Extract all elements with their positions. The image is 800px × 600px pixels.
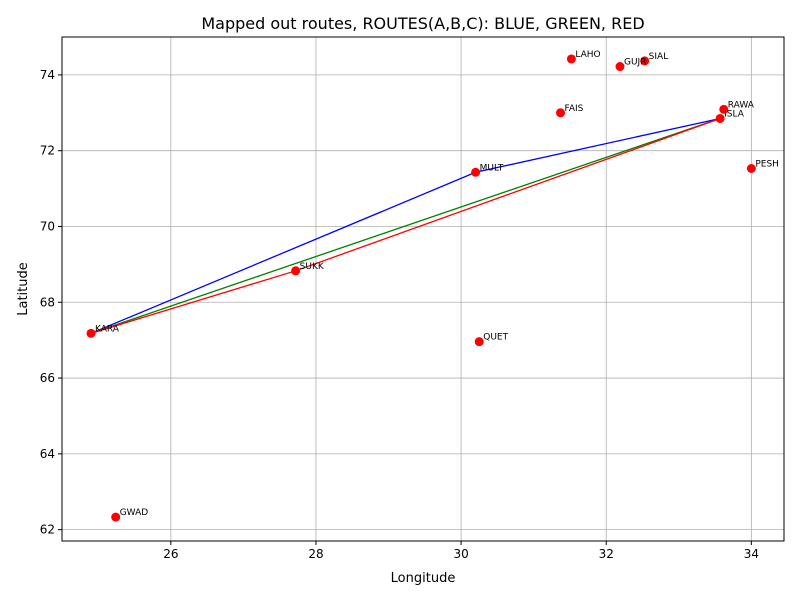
city-point [474, 337, 484, 347]
city-label: ISLA [724, 109, 745, 119]
ticks: 26 28 30 32 34 62 64 66 68 70 72 74 [40, 68, 759, 561]
city-point [86, 328, 96, 338]
y-tick-label: 64 [40, 447, 55, 461]
city-label: KARA [95, 324, 120, 334]
city-label: QUET [483, 333, 508, 343]
city-point [471, 167, 481, 177]
city-point [746, 163, 756, 173]
city-label: SUKK [300, 262, 325, 272]
data-points [86, 54, 756, 522]
y-tick-label: 62 [40, 523, 55, 537]
city-point [640, 56, 650, 66]
y-tick-label: 70 [40, 219, 55, 233]
x-tick-label: 26 [163, 547, 178, 561]
city-label: SIAL [649, 52, 669, 62]
city-label: GWAD [120, 508, 149, 518]
y-tick-label: 74 [40, 68, 55, 82]
y-tick-label: 68 [40, 295, 55, 309]
x-axis-label: Longitude [391, 571, 456, 586]
route-line [90, 117, 721, 334]
y-tick-label: 66 [40, 371, 55, 385]
y-axis-label: Latitude [16, 262, 31, 316]
x-tick-label: 34 [744, 547, 759, 561]
city-label: LAHO [575, 50, 600, 60]
city-label: PESH [755, 159, 779, 169]
x-tick-label: 30 [453, 547, 468, 561]
x-tick-label: 28 [308, 547, 323, 561]
city-point [719, 104, 729, 114]
city-label: FAIS [565, 104, 584, 114]
city-label: RAWA [728, 100, 755, 110]
x-tick-label: 32 [599, 547, 614, 561]
city-label: GUJR [624, 58, 646, 68]
city-point [556, 108, 566, 118]
chart-title: Mapped out routes, ROUTES(A,B,C): BLUE, … [201, 14, 644, 33]
y-tick-label: 72 [40, 144, 55, 158]
city-point [715, 113, 725, 123]
city-point [111, 512, 121, 522]
plot-frame [61, 36, 785, 542]
city-point [566, 54, 576, 64]
city-point [615, 62, 625, 72]
grid [62, 37, 784, 541]
city-point [291, 266, 301, 276]
city-label: MULT [480, 163, 504, 173]
